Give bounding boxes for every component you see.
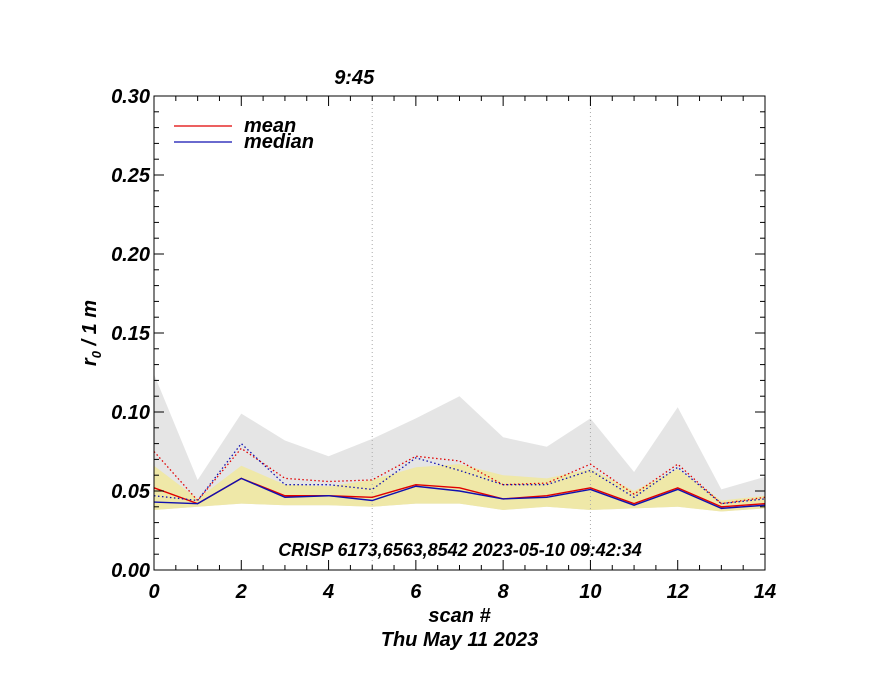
y-tick-label: 0.10 bbox=[111, 402, 150, 424]
legend-label-mean: mean bbox=[244, 115, 296, 137]
series-layer bbox=[153, 442, 766, 510]
x-tick-label: 10 bbox=[579, 581, 601, 603]
y-tick-label: 0.00 bbox=[111, 560, 150, 582]
y-axis-label: r0 / 1 m bbox=[79, 300, 104, 366]
top-time-label: 9:45 bbox=[334, 67, 375, 89]
tick-labels-layer: 0 2 4 6 8 10 12 14 0.00 0.05 0.10 0.15 0.20 0.25 0.30 bbox=[111, 86, 776, 603]
x-axis-label: scan # bbox=[428, 605, 491, 627]
x-tick-label: 4 bbox=[322, 581, 334, 603]
x-tick-label: 14 bbox=[754, 581, 776, 603]
series-line-3 bbox=[153, 442, 766, 505]
ticks-layer bbox=[153, 95, 766, 571]
vertical-lines-layer bbox=[371, 96, 591, 570]
legend-label-median: median bbox=[244, 131, 314, 153]
band-0 bbox=[154, 374, 765, 512]
x-tick-label: 8 bbox=[498, 581, 510, 603]
date-label: Thu May 11 2023 bbox=[381, 629, 538, 651]
x-tick-label: 12 bbox=[667, 581, 689, 603]
y-axis-label-main: r bbox=[79, 357, 101, 366]
series-line-2 bbox=[153, 447, 766, 505]
y-tick-label: 0.05 bbox=[111, 481, 151, 503]
x-tick-label: 6 bbox=[410, 581, 422, 603]
y-axis-label-subscript: 0 bbox=[89, 350, 104, 358]
y-tick-label: 0.20 bbox=[111, 244, 150, 266]
y-tick-label: 0.15 bbox=[111, 323, 151, 345]
x-tick-label: 0 bbox=[148, 581, 159, 603]
y-tick-label: 0.25 bbox=[111, 165, 151, 187]
y-tick-label: 0.30 bbox=[111, 86, 150, 108]
chart-annotation: CRISP 6173,6563,8542 2023-05-10 09:42:34 bbox=[278, 540, 642, 560]
x-tick-label: 2 bbox=[235, 581, 247, 603]
series-line-1 bbox=[153, 477, 766, 510]
y-axis-label-rest: / 1 m bbox=[79, 300, 101, 351]
